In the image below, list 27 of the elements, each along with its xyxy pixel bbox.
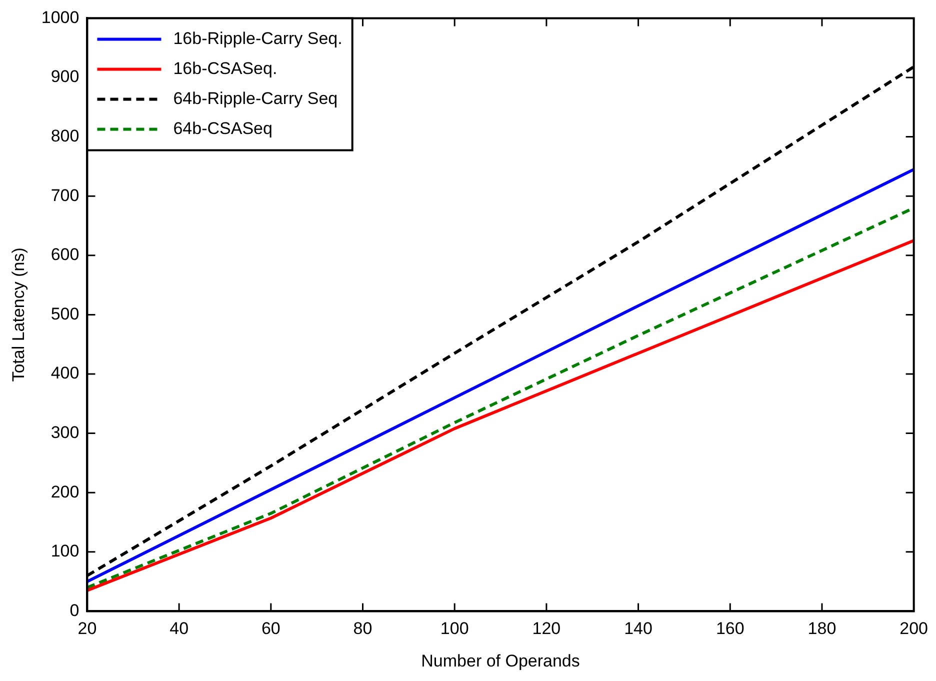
y-axis-title: Total Latency (ns): [8, 248, 28, 382]
x-tick-label: 180: [808, 619, 836, 638]
x-tick-label: 200: [900, 619, 928, 638]
x-tick-label: 140: [624, 619, 652, 638]
y-tick-label: 800: [50, 126, 80, 146]
x-tick-label: 80: [353, 619, 372, 638]
legend-label: 64b-Ripple-Carry Seq: [173, 88, 338, 108]
x-tick-label: 40: [170, 619, 189, 638]
y-tick-label: 1000: [41, 8, 80, 27]
legend-label: 64b-CSASeq: [173, 118, 272, 138]
y-tick-label: 300: [50, 422, 80, 442]
y-tick-label: 600: [50, 245, 80, 264]
y-tick-label: 900: [50, 67, 80, 86]
y-tick-label: 400: [50, 364, 80, 383]
y-tick-label: 200: [50, 482, 80, 502]
y-tick-label: 100: [50, 542, 80, 561]
legend-label: 16b-CSASeq.: [173, 58, 278, 78]
x-tick-label: 60: [261, 619, 280, 638]
y-tick-label: 500: [50, 304, 80, 324]
y-tick-label: 0: [70, 600, 80, 620]
x-axis-title: Number of Operands: [421, 651, 580, 670]
x-tick-label: 100: [440, 619, 469, 638]
y-tick-label: 700: [50, 186, 80, 205]
x-tick-label: 20: [78, 619, 97, 638]
legend-label: 16b-Ripple-Carry Seq.: [173, 28, 342, 48]
x-tick-label: 120: [532, 619, 561, 638]
x-tick-label: 160: [716, 619, 744, 638]
